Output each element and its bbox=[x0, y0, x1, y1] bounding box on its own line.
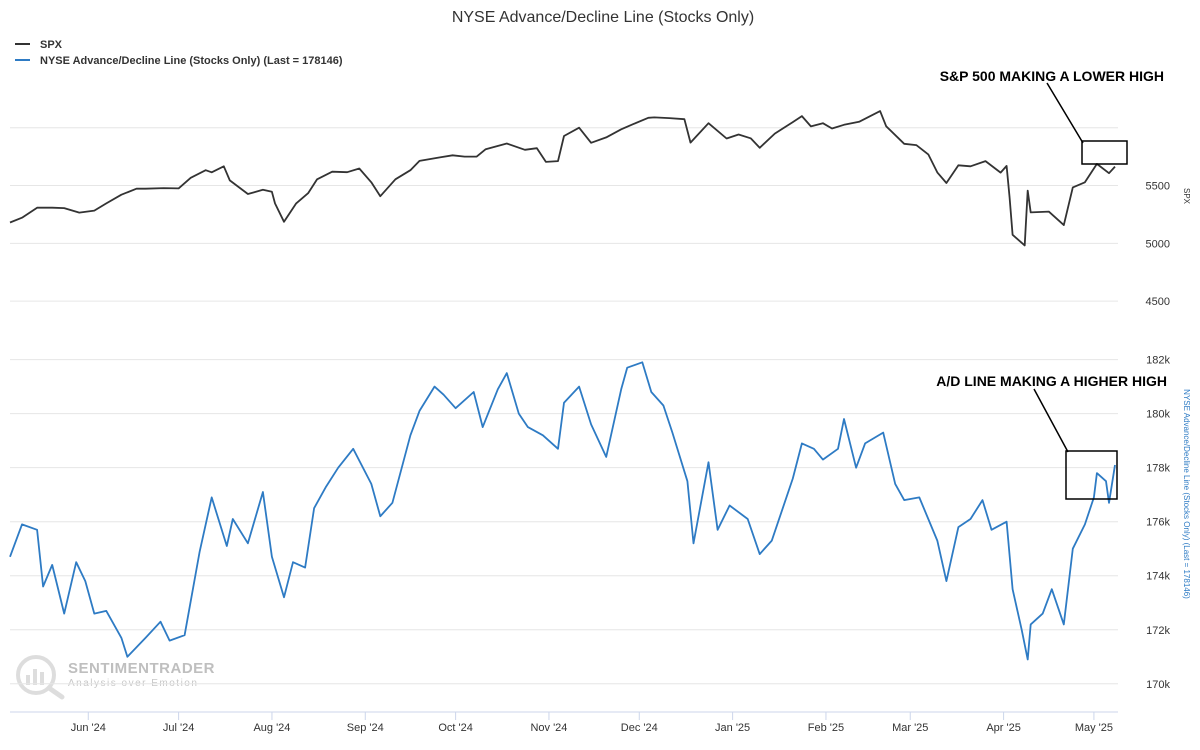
x-tick-label: Jan '25 bbox=[715, 722, 750, 734]
x-tick-label: Jul '24 bbox=[163, 722, 194, 734]
legend-label-spx: SPX bbox=[40, 39, 63, 51]
grid-layer bbox=[10, 127, 1118, 685]
annotation-spx-label: S&P 500 MAKING A LOWER HIGH bbox=[940, 68, 1164, 84]
x-tick-label: Dec '24 bbox=[621, 722, 658, 734]
x-tick-label: Feb '25 bbox=[808, 722, 844, 734]
ad-line-y-tick-label: 170k bbox=[1146, 679, 1170, 691]
x-tick-label: Mar '25 bbox=[892, 722, 928, 734]
ad-line-y-tick-label: 172k bbox=[1146, 625, 1170, 637]
axis-layer: Jun '24 Jul '24 Aug '24 Sep '24 Oct '24 Nov '… bbox=[10, 181, 1170, 734]
series-layer bbox=[9, 110, 1116, 661]
x-tick-label: Apr '25 bbox=[986, 722, 1021, 734]
ad-line-y-tick-label: 174k bbox=[1146, 571, 1170, 583]
ad-line-y-tick-label: 176k bbox=[1146, 517, 1170, 529]
legend-label-ad-line: NYSE Advance/Decline Line (Stocks Only) … bbox=[40, 55, 343, 67]
spx-y-tick-label: 5000 bbox=[1146, 238, 1170, 250]
annotation-ad-line-label: A/D LINE MAKING A HIGHER HIGH bbox=[936, 373, 1167, 389]
chart-title: NYSE Advance/Decline Line (Stocks Only) bbox=[452, 9, 754, 26]
legend: SPX NYSE Advance/Decline Line (Stocks On… bbox=[15, 39, 343, 67]
ad-line-y-tick-label: 182k bbox=[1146, 355, 1170, 367]
annotation-spx: S&P 500 MAKING A LOWER HIGH bbox=[940, 68, 1164, 165]
x-tick-label: Jun '24 bbox=[71, 722, 106, 734]
watermark-brand: SENTIMENTRADER bbox=[68, 660, 215, 677]
x-tick-label: May '25 bbox=[1075, 722, 1113, 734]
x-tick-label: Aug '24 bbox=[253, 722, 290, 734]
annotation-ad-line: A/D LINE MAKING A HIGHER HIGH bbox=[936, 373, 1167, 500]
ad-line-y-tick-label: 180k bbox=[1146, 409, 1170, 421]
annotation-spx-arrow bbox=[1046, 82, 1084, 144]
ad-line-axis-title: NYSE Advance/Decline Line (Stocks Only) … bbox=[1182, 389, 1191, 599]
spx-y-tick-label: 4500 bbox=[1146, 296, 1170, 308]
annotation-spx-box bbox=[1081, 140, 1128, 165]
spx-series-line bbox=[9, 110, 1116, 247]
annotation-ad-line-box bbox=[1065, 450, 1118, 500]
ad-line-series-line bbox=[9, 361, 1116, 661]
annotation-ad-line-arrow bbox=[1033, 388, 1069, 453]
x-tick-label: Sep '24 bbox=[347, 722, 384, 734]
watermark-logo-icon bbox=[16, 655, 65, 700]
ad-line-y-tick-label: 178k bbox=[1146, 463, 1170, 475]
spx-axis-title: SPX bbox=[1182, 188, 1191, 205]
x-tick-label: Oct '24 bbox=[438, 722, 473, 734]
x-tick-label: Nov '24 bbox=[530, 722, 567, 734]
spx-y-tick-label: 5500 bbox=[1146, 181, 1170, 193]
